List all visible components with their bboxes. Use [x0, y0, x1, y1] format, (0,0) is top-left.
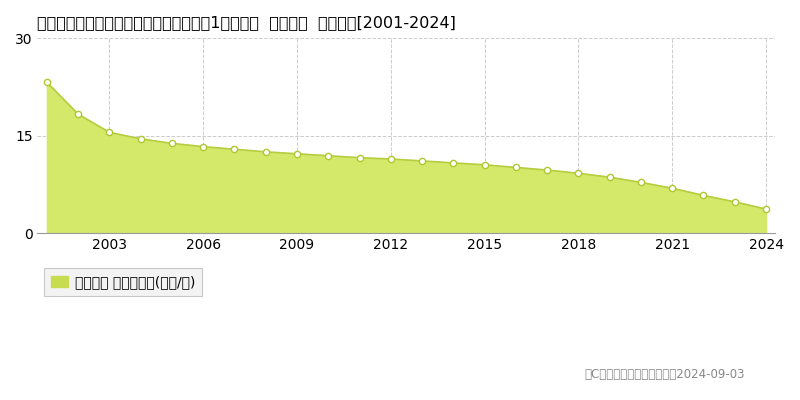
- Legend: 地価公示 平均坂単価(万円/坂): 地価公示 平均坂単価(万円/坂): [45, 268, 202, 296]
- Text: 愛知県知多郡南知多町大字山海字荒布起1２０番２  地価公示  地価推移[2001-2024]: 愛知県知多郡南知多町大字山海字荒布起1２０番２ 地価公示 地価推移[2001-2…: [38, 15, 456, 30]
- Text: （C）土地価格ドットコム　2024-09-03: （C）土地価格ドットコム 2024-09-03: [584, 368, 745, 381]
